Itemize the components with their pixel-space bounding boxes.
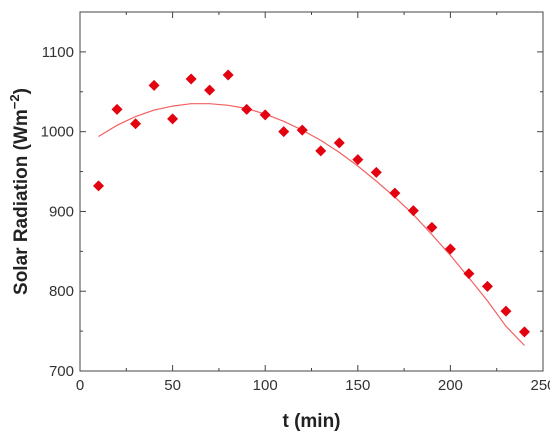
data-point (463, 268, 475, 280)
data-point (333, 137, 345, 149)
data-point (278, 126, 290, 138)
data-point (500, 305, 512, 317)
data-point (518, 326, 530, 338)
data-point (185, 73, 197, 85)
plot-area (79, 11, 544, 372)
data-point (352, 154, 364, 166)
data-point (426, 221, 438, 233)
data-point (130, 118, 142, 130)
data-point (222, 69, 234, 81)
data-point (204, 84, 216, 96)
x-tick-label: 150 (345, 377, 370, 394)
data-point (407, 205, 419, 217)
fit-curve-group (98, 103, 525, 346)
data-point (481, 280, 493, 292)
data-point (389, 187, 401, 199)
fit-curve (98, 103, 525, 346)
y-tick-label: 900 (49, 203, 74, 220)
y-tick-label: 800 (49, 283, 74, 300)
x-tick-label: 200 (438, 377, 463, 394)
data-points (93, 69, 530, 338)
data-point (241, 103, 253, 115)
data-point (259, 109, 271, 121)
x-tick-label: 0 (76, 377, 84, 394)
y-axis-title: Solar Radiation (Wm−2) (7, 88, 32, 295)
data-point (370, 166, 382, 178)
data-point (296, 124, 308, 136)
y-axis-title-close: ) (11, 88, 32, 94)
data-point (315, 145, 327, 157)
data-point (167, 113, 179, 125)
y-axis-title-main: Solar Radiation (Wm (11, 109, 32, 295)
data-point (93, 180, 105, 192)
data-point (444, 243, 456, 255)
plot-frame (79, 11, 544, 372)
x-tick-label: 50 (164, 377, 181, 394)
y-tick-label: 1100 (42, 44, 74, 61)
x-tick-label: 250 (530, 377, 550, 394)
x-axis-title: t (min) (282, 411, 340, 432)
data-point (111, 103, 123, 115)
y-tick-label: 700 (49, 363, 74, 380)
y-axis-title-superscript: −2 (7, 94, 22, 109)
x-tick-label: 100 (253, 377, 278, 394)
y-tick-label: 1000 (41, 124, 74, 141)
axis-ticks: 0 50 100 150 200 250 700 800 900 1000 1100 (41, 12, 550, 394)
data-point (148, 79, 160, 91)
